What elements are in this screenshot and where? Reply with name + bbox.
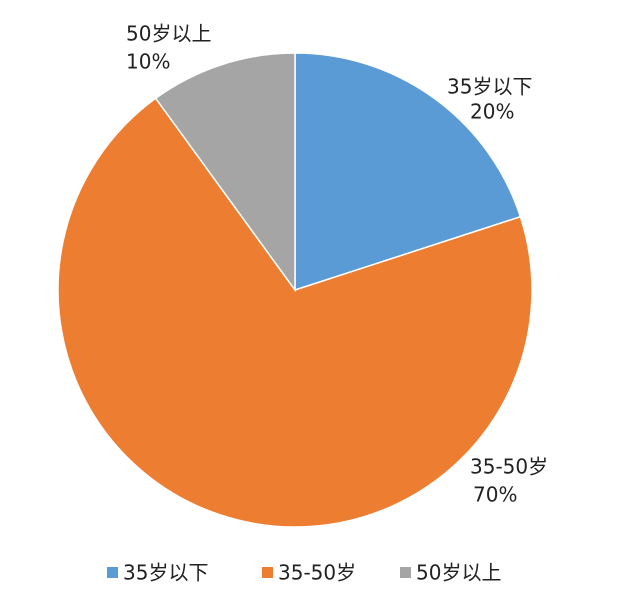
- legend-swatch: [262, 567, 273, 578]
- pie-slice: [57, 97, 533, 528]
- legend-label: 50岁以上: [416, 561, 501, 585]
- data-label-value: 10%: [126, 50, 170, 74]
- legend-label: 35-50岁: [278, 561, 356, 585]
- data-label-category: 50岁以上: [126, 22, 211, 46]
- legend-swatch: [400, 567, 411, 578]
- pie-slice: [294, 52, 522, 292]
- data-label-category: 35-50岁: [470, 455, 548, 479]
- data-label-value: 20%: [470, 100, 514, 124]
- legend-label: 35岁以下: [123, 561, 208, 585]
- data-label-value: 70%: [473, 483, 517, 507]
- data-label-category: 35岁以下: [447, 75, 532, 99]
- pie-slice: [154, 52, 296, 293]
- legend-swatch: [107, 567, 118, 578]
